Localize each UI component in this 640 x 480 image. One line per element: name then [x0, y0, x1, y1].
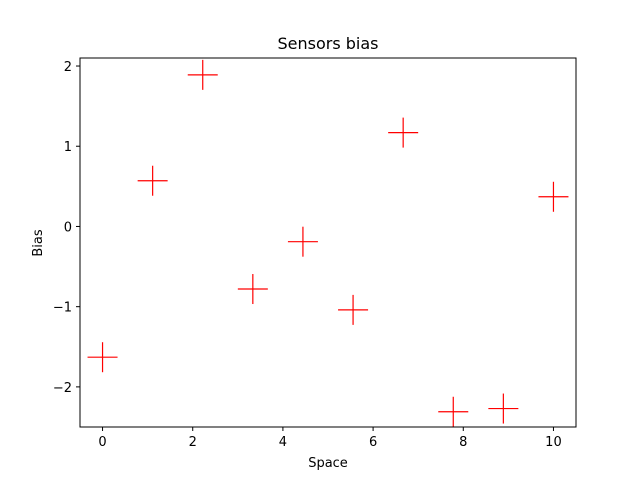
data-points [87, 59, 569, 427]
x-tick-label: 4 [279, 435, 287, 450]
data-point [187, 59, 218, 90]
data-point [137, 165, 168, 196]
x-tick-label: 6 [369, 435, 377, 450]
data-point [287, 226, 318, 257]
data-point [538, 181, 569, 212]
y-tick-label: 1 [64, 140, 72, 155]
data-point [488, 393, 519, 424]
plot-area-frame [79, 57, 577, 428]
x-tick-label: 10 [545, 435, 562, 450]
x-tick-label: 8 [459, 435, 467, 450]
data-point [237, 274, 268, 305]
data-point [388, 117, 419, 148]
chart-title: Sensors bias [277, 34, 378, 53]
x-axis-ticks: 0 2 4 6 8 10 [98, 427, 562, 450]
x-axis-label: Space [308, 456, 348, 471]
x-tick-label: 0 [98, 435, 106, 450]
data-point [87, 342, 118, 373]
y-axis-label: Bias [31, 229, 46, 256]
y-tick-label: 2 [64, 60, 72, 75]
data-point [338, 294, 369, 325]
x-tick-label: 2 [189, 435, 197, 450]
y-tick-label: −2 [53, 381, 72, 396]
y-tick-label: 0 [64, 220, 72, 235]
y-tick-label: −1 [53, 301, 72, 316]
y-axis-ticks: −2 −1 0 1 2 [53, 60, 80, 396]
data-point [438, 396, 469, 427]
